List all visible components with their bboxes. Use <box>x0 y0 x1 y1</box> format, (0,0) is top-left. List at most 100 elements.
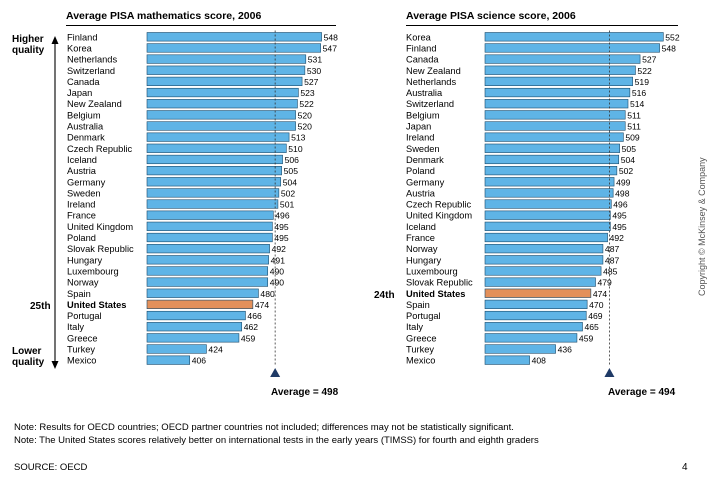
math-bar <box>146 232 273 243</box>
math-value-label: 492 <box>272 244 287 254</box>
science-category-label: Luxembourg <box>406 266 458 276</box>
math-category-label: Sweden <box>67 188 101 198</box>
science-value-label: 511 <box>627 122 641 132</box>
science-value-label: 504 <box>621 155 636 165</box>
science-bar <box>484 76 633 86</box>
science-bar <box>484 266 602 276</box>
science-value-label: 459 <box>579 333 594 343</box>
math-value-label: 490 <box>270 278 285 288</box>
science-value-label: 487 <box>605 244 620 254</box>
math-bar <box>146 143 287 153</box>
science-value-label: 465 <box>585 322 600 332</box>
science-bar <box>484 143 620 153</box>
science-bar <box>484 310 587 321</box>
math-bar <box>146 32 322 42</box>
science-value-label: 436 <box>558 345 573 355</box>
science-bar <box>484 277 596 287</box>
higher-label-line1: Higher <box>12 34 44 45</box>
science-value-label: 469 <box>588 311 603 321</box>
science-category-label: Finland <box>406 43 437 53</box>
math-value-label: 466 <box>247 311 262 321</box>
math-bar <box>146 65 306 75</box>
math-value-label: 462 <box>244 322 259 332</box>
math-category-label: Czech Republic <box>67 144 132 154</box>
copyright-text: Copyright © McKinsey & Company <box>697 157 707 296</box>
science-category-label: Hungary <box>406 255 441 265</box>
math-value-label: 504 <box>283 177 298 187</box>
math-bar <box>146 255 269 265</box>
science-category-label: Poland <box>406 166 435 176</box>
science-bar <box>484 166 618 176</box>
science-category-label: Mexico <box>406 356 435 366</box>
math-value-label: 527 <box>304 77 319 87</box>
math-category-label: United States <box>67 300 126 310</box>
math-value-label: 495 <box>274 222 289 232</box>
math-value-label: 523 <box>300 88 315 98</box>
math-bar <box>146 154 283 165</box>
science-category-label: Netherlands <box>406 77 456 87</box>
math-average-marker <box>270 368 281 377</box>
math-bar <box>146 188 280 198</box>
science-category-label: Austria <box>406 188 436 198</box>
math-value-label: 491 <box>271 255 286 265</box>
math-value-label: 548 <box>324 32 339 42</box>
math-category-label: Greece <box>67 333 98 343</box>
science-bar <box>484 333 578 343</box>
science-value-label: 514 <box>630 99 645 109</box>
math-bar <box>146 87 299 98</box>
science-average-label: Average = 494 <box>608 387 676 398</box>
science-bar <box>484 43 660 53</box>
science-bar <box>484 99 629 109</box>
math-category-label: Finland <box>67 32 98 42</box>
science-category-label: New Zealand <box>406 66 461 76</box>
science-value-label: 552 <box>665 32 680 42</box>
math-category-label: Norway <box>67 278 99 288</box>
science-value-label: 516 <box>632 88 647 98</box>
science-bar <box>484 244 604 254</box>
math-category-label: Hungary <box>67 255 102 265</box>
math-value-label: 522 <box>299 99 314 109</box>
page-number: 4 <box>682 462 688 473</box>
science-bar <box>484 154 620 165</box>
math-value-label: 547 <box>323 43 338 53</box>
math-bar <box>146 43 321 53</box>
quality-arrow-down-head <box>51 361 59 369</box>
math-value-label: 406 <box>192 356 207 366</box>
science-category-label: Turkey <box>406 345 434 355</box>
math-category-label: Japan <box>67 88 92 98</box>
math-bar <box>146 277 269 287</box>
science-category-label: Slovak Republic <box>406 278 473 288</box>
science-bar <box>484 32 664 42</box>
science-category-label: Czech Republic <box>406 200 471 210</box>
science-value-label: 511 <box>627 110 641 120</box>
math-category-label: Iceland <box>67 155 97 165</box>
science-bar <box>484 210 611 220</box>
math-bar <box>146 210 274 220</box>
math-bar <box>146 333 240 343</box>
science-bar <box>484 232 608 243</box>
math-bar <box>146 132 290 142</box>
science-bar <box>484 188 614 198</box>
science-category-label: Germany <box>406 177 445 187</box>
math-bar <box>146 266 269 276</box>
science-bar <box>484 322 583 332</box>
math-category-label: Denmark <box>67 133 105 143</box>
math-category-label: Germany <box>67 177 106 187</box>
math-bar <box>146 299 254 310</box>
science-category-label: Australia <box>406 88 443 98</box>
math-value-label: 506 <box>285 155 300 165</box>
science-value-label: 499 <box>616 177 631 187</box>
math-bar <box>146 177 282 187</box>
science-bar <box>484 87 631 98</box>
math-value-label: 531 <box>308 55 323 65</box>
math-bar <box>146 54 307 64</box>
math-category-label: Belgium <box>67 110 101 120</box>
science-category-label: Ireland <box>406 133 434 143</box>
science-bar <box>484 199 612 209</box>
math-value-label: 459 <box>241 333 256 343</box>
science-bar <box>484 221 611 231</box>
lower-label-line1: Lower <box>12 346 42 357</box>
science-average-marker <box>604 368 615 377</box>
math-value-label: 495 <box>274 233 289 243</box>
